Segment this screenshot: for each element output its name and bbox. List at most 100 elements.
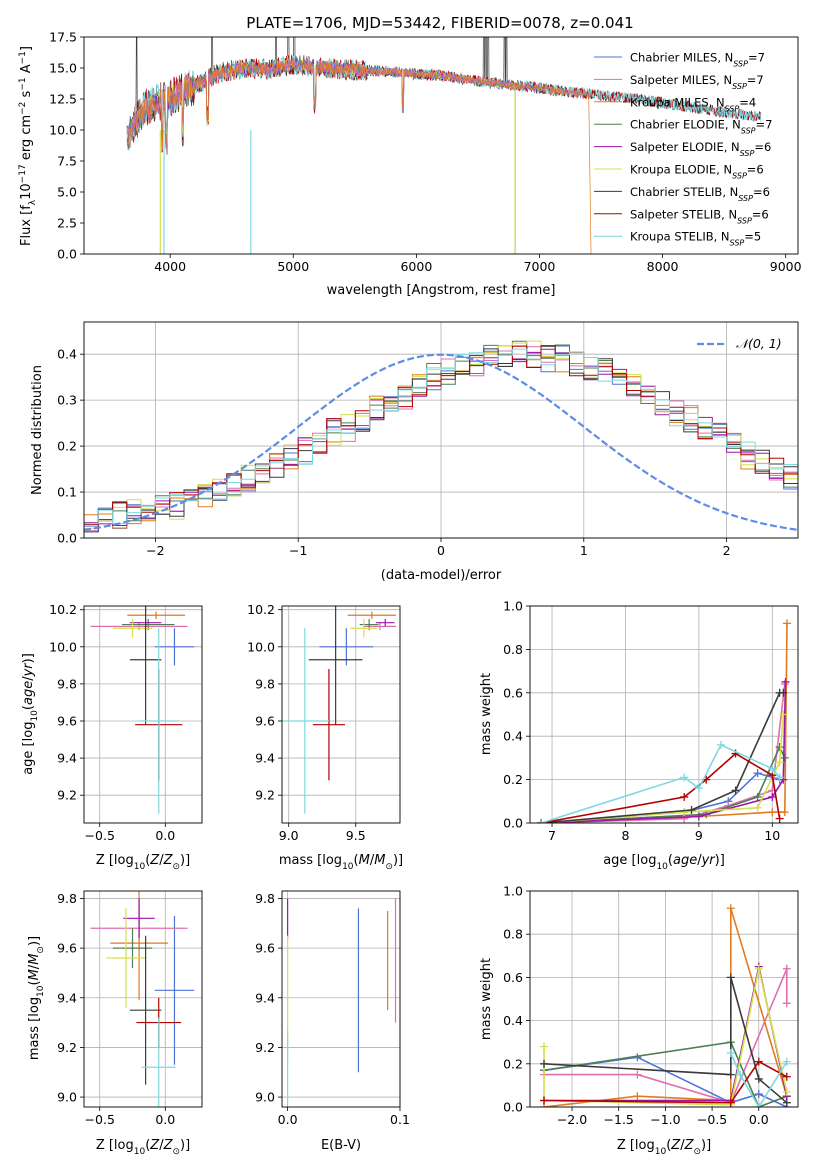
y-tick-label: 9.2 [255,1040,275,1055]
mass-vs-Z-xlabel: Z [log10(Z/Z⊙)] [96,1138,190,1157]
weight-marker [782,1098,791,1107]
x-tick-label: 0.0 [278,1112,298,1127]
legend-label: Chabrier STELIB, NSSP=6 [630,185,770,203]
weight-marker [775,758,784,767]
y-tick-label: 0.6 [503,970,523,985]
y-tick-label: 0.2 [503,1056,523,1071]
axes-weight_vs_Z: −2.0 −1.5 −1.0 −0.5 0.0 0.0 0.2 0.4 0.6 0.8 1.0 [503,884,798,1127]
spectrum-xlabel: wavelength [Angstrom, rest frame] [327,283,556,298]
legend-label: Kroupa STELIB, NSSP=5 [630,230,761,248]
y-tick-label: 0.4 [57,347,77,362]
x-tick-label: −1 [289,543,307,558]
weight-marker [753,803,762,812]
weight-marker [768,808,777,817]
weight-marker [754,1090,763,1099]
y-tick-label: 0.2 [57,439,77,454]
spectrum-ylabel: Flux [fλ10−17 erg cm−2 s−1 A−1] [18,46,38,246]
x-tick-label: −1.0 [650,1112,680,1127]
y-tick-label: 0.0 [57,531,77,546]
x-tick-label: 7000 [524,259,556,274]
y-tick-label: 9.6 [57,941,77,956]
legend-label: Chabrier MILES, NSSP=7 [630,51,765,69]
y-tick-label: 0.8 [503,642,523,657]
weight-marker [754,964,763,973]
weight-marker [537,819,546,823]
axes-frame-mass_vs_Z [83,890,203,1108]
y-tick-label: 0.0 [503,1100,523,1115]
y-tick-label: 9.8 [57,676,77,691]
spectrum-legend: Chabrier MILES, NSSP=7 Salpeter MILES, NS… [594,51,772,248]
x-tick-label: 10 [764,828,780,843]
x-tick-label: −2 [146,543,164,558]
y-tick-label: 9.4 [57,990,77,1005]
weight-marker [726,1070,735,1079]
weight-marker [731,786,740,795]
y-tick-label: 10.0 [49,639,77,654]
legend-label: Kroupa ELODIE, NSSP=6 [630,163,764,181]
x-tick-label: 7 [548,828,556,843]
y-tick-label: 0.0 [57,247,77,262]
histogram-salpeter-miles [84,346,798,538]
y-tick-label: 1.0 [503,599,523,614]
weight-marker [726,973,735,982]
legend-label-normal: 𝒩(0, 1) [736,336,782,351]
weight-marker [775,773,784,782]
y-tick-label: 9.8 [255,676,275,691]
y-tick-label: 9.6 [255,941,275,956]
y-tick-label: 0.1 [57,485,77,500]
x-tick-label: 1 [580,543,588,558]
x-tick-label: 0.0 [155,1112,175,1127]
x-tick-label: −0.5 [85,1112,115,1127]
weight-marker [540,1059,549,1068]
residual-histograms [84,340,798,538]
histogram-chabrier-stelib [84,348,798,538]
y-tick-label: 1.0 [503,884,523,899]
weight-line [730,1052,788,1107]
weight-marker [694,784,703,793]
y-tick-label: 0.3 [57,393,77,408]
weight-vs-age-xlabel: age [log10(age/yr)] [603,853,725,872]
y-tick-label: 9.4 [255,751,275,766]
x-tick-label: 0.0 [155,828,175,843]
weight-marker [754,1103,763,1107]
x-tick-label: 9 [695,828,703,843]
x-tick-label: 9.5 [346,828,366,843]
y-tick-label: 9.6 [57,713,77,728]
weight-vs-Z-ylabel: mass weight [479,958,494,1040]
legend-label: Salpeter ELODIE, NSSP=6 [630,140,771,158]
y-tick-label: 10.0 [49,123,77,138]
legend-label: Kroupa MILES, NSSP=4 [630,95,756,113]
weight-marker [726,1098,735,1107]
residual-xlabel: (data-model)/error [381,568,502,583]
weight-marker [726,904,735,913]
weight-marker [768,764,777,773]
weight-line [543,1041,788,1107]
y-tick-label: 17.5 [49,30,77,45]
errorbars-mass_vs_EBV [287,898,397,1105]
weight-marker [680,792,689,801]
age-vs-mass-xlabel: mass [log10(M/M⊙)] [279,853,403,872]
x-tick-label: 9.0 [279,828,299,843]
y-tick-label: 0.8 [503,927,523,942]
weight-marker [782,964,791,973]
errorbars-mass_vs_Z [90,891,195,1107]
x-tick-label: 0.1 [390,1112,410,1127]
y-tick-label: 9.4 [255,990,275,1005]
residual-ylabel: Normed distribution [30,365,45,495]
y-tick-label: 0.4 [503,1013,523,1028]
x-tick-label: 4000 [154,259,186,274]
y-tick-label: 5.0 [57,185,77,200]
weight-line [540,743,781,823]
axes-frame-age_vs_Z [83,605,203,824]
errorbars-age_vs_Z [90,606,195,814]
y-tick-label: 9.4 [57,751,77,766]
x-tick-label: 8000 [647,259,679,274]
axes-frame-weight_vs_age [529,605,799,824]
axes-frame-weight_vs_Z [529,890,799,1108]
weight-marker [694,812,703,821]
weight-vs-age-ylabel: mass weight [479,673,494,755]
x-tick-label: 0 [437,543,445,558]
y-tick-label: 12.5 [49,92,77,107]
x-tick-label: 2 [723,543,731,558]
